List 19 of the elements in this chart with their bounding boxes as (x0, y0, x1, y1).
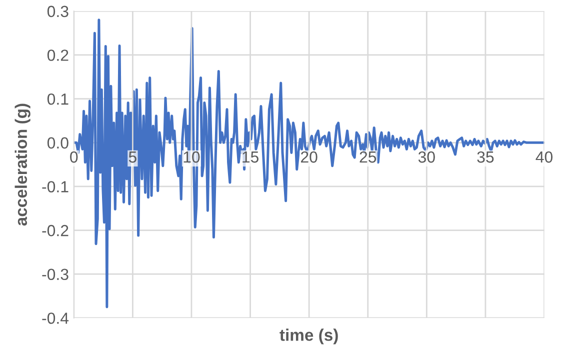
x-tick-label: 15 (242, 152, 258, 163)
x-tick-label: 20 (300, 151, 318, 163)
x-tick-label: 35 (477, 151, 494, 163)
x-tick-label: 0 (70, 151, 78, 163)
y-axis-title: acceleration (g) (14, 104, 30, 226)
x-tick-label: 30 (418, 151, 435, 163)
y-tick-label: 0.0 (47, 137, 68, 149)
x-tick-label: 5 (128, 152, 136, 163)
y-tick-label: -0.3 (42, 268, 68, 280)
y-tick-label: -0.2 (42, 224, 68, 236)
y-tick-label: 0.1 (47, 93, 68, 105)
x-axis-title: time (s) (280, 328, 338, 344)
x-tick-label: 25 (360, 151, 376, 163)
y-tick-label: 0.2 (47, 50, 68, 61)
x-tick-label: 10 (184, 151, 200, 163)
y-tick-label: 0.3 (47, 6, 68, 18)
x-tick-label: 40 (536, 151, 553, 163)
y-tick-label: -0.1 (42, 181, 68, 192)
y-tick-label: -0.4 (42, 312, 69, 324)
